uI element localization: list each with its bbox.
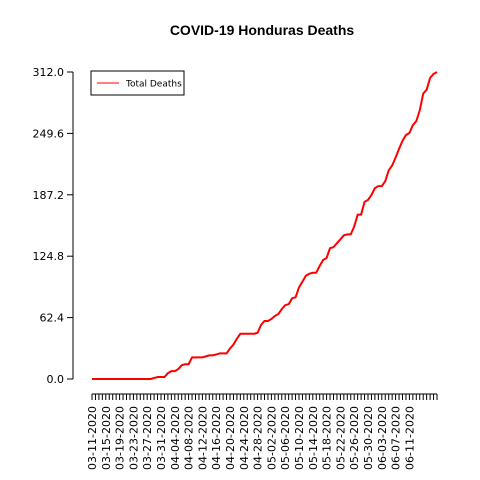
x-tick-label: 05-02-2020 (265, 406, 278, 470)
y-tick-label: 312.0 (33, 66, 65, 79)
y-tick-label: 187.2 (33, 189, 65, 202)
x-tick-label: 06-07-2020 (390, 406, 403, 470)
x-tick-label: 05-10-2020 (293, 406, 306, 470)
x-tick-label: 05-26-2020 (348, 406, 361, 470)
chart-title: COVID-19 Honduras Deaths (170, 22, 355, 38)
x-tick-label: 04-28-2020 (252, 406, 265, 470)
x-tick-label: 05-06-2020 (279, 406, 292, 470)
x-tick-label: 05-30-2020 (362, 406, 375, 470)
legend: Total Deaths (90, 70, 185, 96)
x-tick-label: 04-20-2020 (224, 406, 237, 470)
x-tick-label: 03-19-2020 (114, 406, 127, 470)
x-tick-label: 04-08-2020 (183, 406, 196, 470)
x-tick-label: 04-04-2020 (169, 406, 182, 470)
plot-area (92, 71, 438, 380)
y-tick-label: 249.6 (33, 127, 65, 140)
y-tick-label: 62.4 (40, 312, 65, 325)
x-tick-label: 03-27-2020 (141, 406, 154, 470)
x-tick-label: 05-22-2020 (334, 406, 347, 470)
x-tick-label: 03-23-2020 (127, 406, 140, 470)
x-tick-label: 05-18-2020 (321, 406, 334, 470)
x-tick-label: 05-14-2020 (307, 406, 320, 470)
x-tick-label: 04-16-2020 (210, 406, 223, 470)
y-tick-label: 124.8 (33, 250, 65, 263)
x-tick-label: 04-24-2020 (238, 406, 251, 470)
x-tick-label: 03-15-2020 (100, 406, 113, 470)
x-tick-label: 06-11-2020 (403, 406, 416, 470)
x-axis: 03-11-2020 03-15-2020 03-19-2020 03-23-2020… (86, 393, 438, 470)
y-tick-label: 0.0 (47, 373, 65, 386)
x-tick-label: 04-12-2020 (196, 406, 209, 470)
x-tick-label: 03-31-2020 (155, 406, 168, 470)
y-axis: 0.0 62.4 124.8 187.2 249.6 312.0 (33, 66, 74, 386)
x-tick-label: 03-11-2020 (86, 406, 99, 470)
series-line-total-deaths (92, 71, 438, 380)
legend-label: Total Deaths (125, 80, 182, 90)
x-tick-label: 06-03-2020 (376, 406, 389, 470)
